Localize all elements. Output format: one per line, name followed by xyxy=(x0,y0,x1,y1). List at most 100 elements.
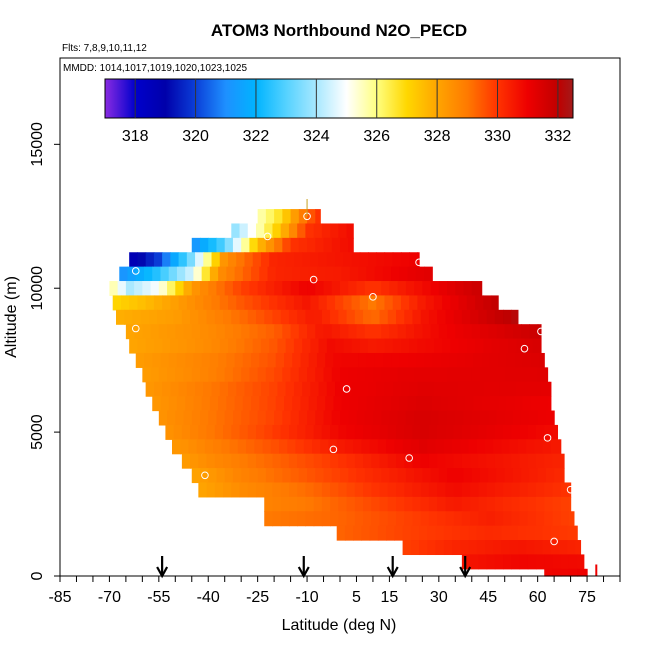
curtain-cell xyxy=(307,324,316,340)
curtain-cell xyxy=(340,324,349,340)
curtain-cell xyxy=(307,209,316,225)
curtain-cell xyxy=(284,266,293,282)
curtain-cell xyxy=(422,468,432,484)
curtain-cell xyxy=(325,266,335,282)
curtain-cell xyxy=(480,410,489,426)
curtain-cell xyxy=(445,424,455,440)
curtain-cell xyxy=(363,511,372,527)
curtain-cell xyxy=(410,540,420,556)
curtain-cell xyxy=(321,511,331,527)
curtain-cell xyxy=(167,367,176,383)
curtain-cell xyxy=(498,352,507,368)
curtain-cell xyxy=(511,482,521,498)
curtain-cell xyxy=(206,482,216,498)
curtain-cell xyxy=(351,381,361,397)
curtain-cell xyxy=(478,424,488,440)
curtain-cell xyxy=(310,252,320,268)
curtain-cell xyxy=(167,281,176,297)
curtain-cell xyxy=(134,324,143,340)
curtain-cell xyxy=(428,309,438,325)
curtain-cell xyxy=(209,396,219,412)
curtain-cell xyxy=(211,295,221,311)
curtain-cell xyxy=(400,252,410,268)
sample-point xyxy=(131,324,140,333)
curtain-cell xyxy=(109,281,119,297)
curtain-cell xyxy=(529,410,539,426)
curtain-cell xyxy=(302,338,311,354)
curtain-cell xyxy=(287,439,297,455)
curtain-cell xyxy=(424,352,433,368)
curtain-cell xyxy=(195,338,204,354)
curtain-cell xyxy=(435,540,445,556)
curtain-cell xyxy=(529,468,539,484)
curtain-cell xyxy=(371,496,381,512)
curtain-cell xyxy=(293,338,303,354)
curtain-cell xyxy=(494,482,504,498)
curtain-cell xyxy=(419,540,428,556)
y-axis: 0 5000 10000 15000 xyxy=(29,122,60,580)
curtain-cell xyxy=(260,252,270,268)
curtain-cell xyxy=(351,295,361,311)
curtain-cell xyxy=(285,338,295,354)
x-tick-label: -25 xyxy=(246,589,269,606)
curtain-cell xyxy=(290,468,300,484)
curtain-cell xyxy=(552,511,562,527)
curtain-cell xyxy=(282,209,292,225)
curtain-cell xyxy=(241,324,251,340)
curtain-cell xyxy=(377,525,387,541)
curtain-cell xyxy=(326,381,336,397)
curtain-cell xyxy=(478,496,488,512)
curtain-cell xyxy=(562,468,565,484)
curtain-cell xyxy=(325,396,335,412)
curtain-cell xyxy=(358,396,367,412)
curtain-cell xyxy=(346,309,356,325)
curtain-cell xyxy=(203,338,213,354)
curtain-cell xyxy=(348,367,358,383)
x-tick-label: -40 xyxy=(197,589,220,606)
curtain-cell xyxy=(282,237,292,253)
curtain-cell xyxy=(529,324,539,340)
curtain-cell xyxy=(544,568,554,577)
curtain-cell xyxy=(435,525,445,541)
curtain-cell xyxy=(445,511,455,527)
curtain-cell xyxy=(206,424,216,440)
curtain-cell xyxy=(415,396,425,412)
curtain-cell xyxy=(455,367,465,383)
curtain-cell xyxy=(310,338,320,354)
curtain-cell xyxy=(376,295,386,311)
curtain-cell xyxy=(521,468,531,484)
curtain-cell xyxy=(396,511,405,527)
sample-point xyxy=(342,385,351,393)
curtain-cell xyxy=(442,338,451,354)
curtain-cell xyxy=(308,266,318,282)
curtain-cell xyxy=(404,309,414,325)
curtain-cell xyxy=(173,309,183,325)
curtain-cell xyxy=(445,496,455,512)
curtain-cell xyxy=(379,496,389,512)
curtain-cell xyxy=(519,453,529,469)
curtain-cell xyxy=(249,410,259,426)
curtain-cell xyxy=(264,309,274,325)
curtain-cell xyxy=(200,281,209,297)
curtain-cell xyxy=(162,338,171,354)
curtain-cell xyxy=(137,338,147,354)
curtain-cell xyxy=(125,324,135,340)
curtain-cell xyxy=(321,496,331,512)
curtain-cell xyxy=(297,309,307,325)
curtain-cell xyxy=(359,381,369,397)
curtain-cell xyxy=(264,223,274,239)
sample-point xyxy=(520,344,529,353)
curtain-cell xyxy=(183,324,193,340)
curtain-cell xyxy=(379,511,389,527)
curtain-cell xyxy=(173,424,183,440)
curtain-cell xyxy=(354,424,364,440)
curtain-cell xyxy=(463,367,473,383)
curtain-cell xyxy=(229,439,239,455)
curtain-cell xyxy=(417,252,420,268)
curtain-cell xyxy=(321,223,331,239)
curtain-cell xyxy=(476,525,486,541)
colorbar-tick-label: 326 xyxy=(363,128,390,145)
curtain-cell xyxy=(285,252,295,268)
curtain-cell xyxy=(491,381,501,397)
curtain-cell xyxy=(545,468,555,484)
